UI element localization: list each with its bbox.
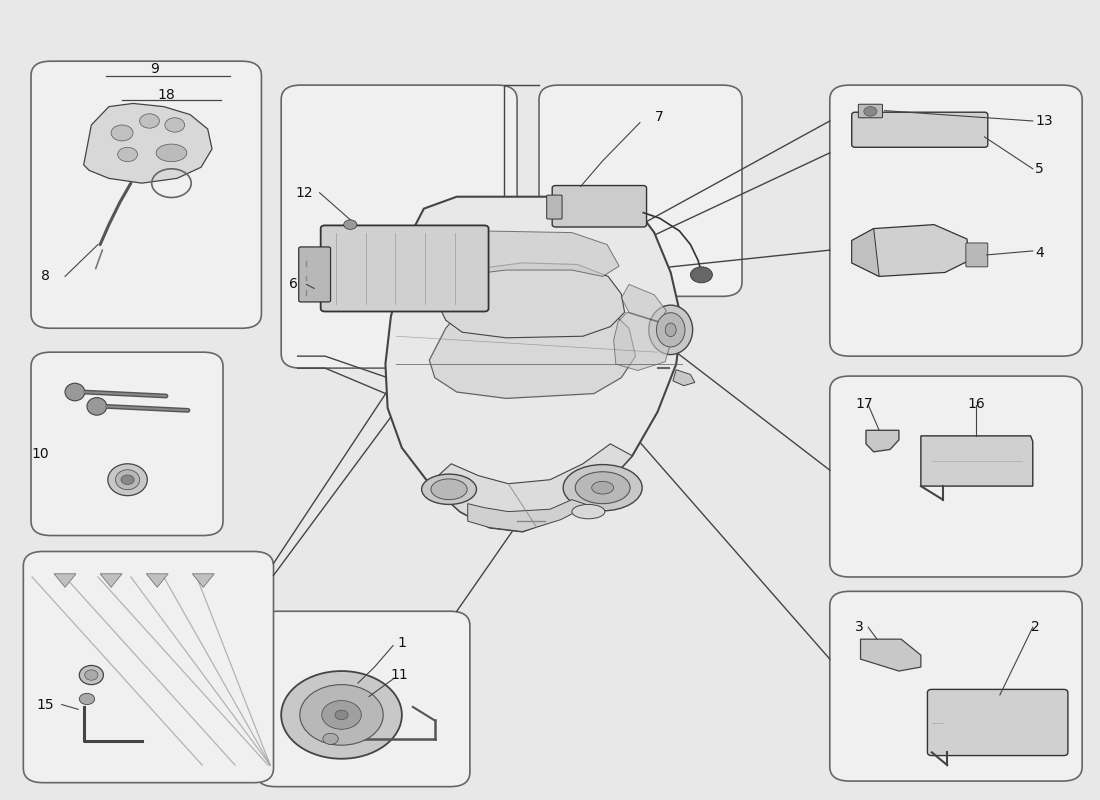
Text: 4: 4 — [1035, 246, 1044, 259]
FancyBboxPatch shape — [321, 226, 488, 311]
Polygon shape — [621, 285, 667, 322]
Ellipse shape — [87, 398, 107, 415]
FancyBboxPatch shape — [851, 112, 988, 147]
Ellipse shape — [657, 313, 685, 347]
Polygon shape — [921, 436, 1033, 486]
Circle shape — [334, 710, 348, 720]
Circle shape — [864, 106, 877, 116]
Circle shape — [140, 114, 159, 128]
Circle shape — [121, 475, 134, 485]
Circle shape — [111, 125, 133, 141]
Polygon shape — [438, 231, 619, 279]
Text: 3: 3 — [855, 620, 864, 634]
FancyBboxPatch shape — [547, 195, 562, 219]
FancyBboxPatch shape — [539, 85, 742, 296]
Ellipse shape — [572, 505, 605, 518]
FancyBboxPatch shape — [23, 551, 274, 782]
FancyBboxPatch shape — [858, 104, 882, 118]
Polygon shape — [860, 639, 921, 671]
FancyBboxPatch shape — [299, 247, 331, 302]
FancyBboxPatch shape — [282, 85, 517, 368]
FancyBboxPatch shape — [927, 690, 1068, 755]
Polygon shape — [54, 574, 76, 587]
Ellipse shape — [392, 270, 422, 299]
FancyBboxPatch shape — [552, 186, 647, 227]
Polygon shape — [100, 574, 122, 587]
Ellipse shape — [65, 383, 85, 401]
Text: 13: 13 — [1035, 114, 1053, 128]
Ellipse shape — [421, 474, 476, 505]
Polygon shape — [673, 370, 695, 386]
Polygon shape — [84, 103, 212, 183]
Circle shape — [118, 147, 138, 162]
Text: 1: 1 — [397, 636, 406, 650]
FancyBboxPatch shape — [256, 611, 470, 786]
Polygon shape — [429, 296, 636, 398]
FancyBboxPatch shape — [31, 61, 262, 328]
Text: 6: 6 — [289, 278, 298, 291]
FancyBboxPatch shape — [31, 352, 223, 535]
Polygon shape — [146, 574, 168, 587]
Circle shape — [691, 267, 713, 283]
Polygon shape — [866, 430, 899, 452]
Circle shape — [300, 685, 383, 745]
Ellipse shape — [85, 670, 98, 680]
Ellipse shape — [116, 470, 140, 490]
Text: 11: 11 — [390, 668, 408, 682]
Ellipse shape — [666, 323, 676, 337]
Circle shape — [282, 671, 402, 758]
Ellipse shape — [563, 465, 642, 511]
Ellipse shape — [649, 305, 693, 354]
Text: 2: 2 — [1031, 620, 1040, 634]
Polygon shape — [385, 197, 682, 531]
Text: 17: 17 — [855, 397, 872, 411]
Ellipse shape — [108, 464, 147, 496]
Ellipse shape — [79, 666, 103, 685]
Polygon shape — [851, 229, 879, 277]
Polygon shape — [614, 312, 671, 370]
FancyBboxPatch shape — [829, 591, 1082, 781]
Text: 16: 16 — [967, 397, 984, 411]
Ellipse shape — [592, 482, 614, 494]
Polygon shape — [851, 225, 969, 277]
Text: 9: 9 — [151, 62, 160, 76]
Circle shape — [165, 118, 185, 132]
Text: 10: 10 — [31, 447, 48, 462]
FancyBboxPatch shape — [829, 376, 1082, 577]
Ellipse shape — [156, 144, 187, 162]
Ellipse shape — [575, 472, 630, 504]
Text: 15: 15 — [36, 698, 54, 711]
Polygon shape — [468, 500, 588, 531]
Polygon shape — [438, 263, 625, 338]
Circle shape — [323, 734, 338, 744]
Polygon shape — [192, 574, 215, 587]
Polygon shape — [429, 444, 632, 531]
Text: 7: 7 — [656, 110, 664, 124]
Circle shape — [343, 220, 356, 230]
FancyBboxPatch shape — [966, 243, 988, 267]
Text: 5: 5 — [1035, 162, 1044, 176]
Text: 12: 12 — [296, 186, 314, 200]
Circle shape — [79, 694, 95, 705]
Text: 8: 8 — [41, 270, 50, 283]
Text: 18: 18 — [157, 88, 175, 102]
FancyBboxPatch shape — [829, 85, 1082, 356]
Ellipse shape — [431, 479, 467, 500]
Circle shape — [322, 701, 361, 730]
